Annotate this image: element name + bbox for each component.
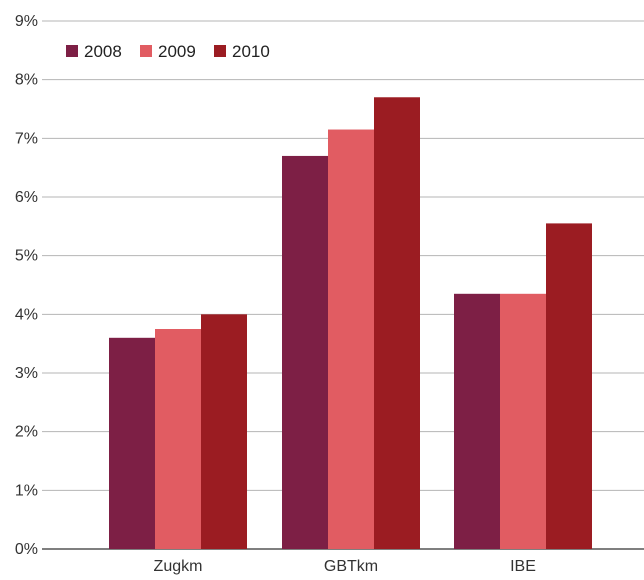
x-category-label: Zugkm xyxy=(154,558,203,575)
y-tick-label: 5% xyxy=(15,248,38,265)
y-tick-label: 7% xyxy=(15,130,38,147)
y-tick-label: 9% xyxy=(15,13,38,30)
y-tick-label: 6% xyxy=(15,189,38,206)
y-axis-ticks: 0% 1% 2% 3% 4% 5% 6% 7% 8% 9% xyxy=(15,13,38,558)
bar-2009-IBE xyxy=(500,293,546,549)
bar-2010-IBE xyxy=(546,223,592,549)
x-category-label: IBE xyxy=(510,558,536,575)
y-tick-label: 3% xyxy=(15,365,38,382)
bar-2008-GBTkm xyxy=(282,155,328,549)
y-tick-label: 0% xyxy=(15,541,38,558)
y-tick-label: 1% xyxy=(15,482,38,499)
y-tick-label: 8% xyxy=(15,72,38,89)
y-tick-label: 2% xyxy=(15,424,38,441)
x-category-label: GBTkm xyxy=(324,558,378,575)
y-tick-label: 4% xyxy=(15,306,38,323)
legend-label: 2008 xyxy=(84,42,122,61)
bar-2009-Zugkm xyxy=(155,329,201,549)
bar-2008-Zugkm xyxy=(109,337,155,549)
bar-2010-Zugkm xyxy=(201,314,247,549)
bar-2008-IBE xyxy=(454,293,500,549)
x-axis-categories: Zugkm GBTkm IBE xyxy=(154,558,536,575)
legend-swatch xyxy=(140,45,152,57)
bar-2009-GBTkm xyxy=(328,129,374,550)
bars xyxy=(109,97,592,550)
legend-swatch xyxy=(66,45,78,57)
legend: 2008 2009 2010 xyxy=(66,42,270,61)
bar-2010-GBTkm xyxy=(374,97,420,550)
legend-swatch xyxy=(214,45,226,57)
legend-label: 2010 xyxy=(232,42,270,61)
legend-label: 2009 xyxy=(158,42,196,61)
